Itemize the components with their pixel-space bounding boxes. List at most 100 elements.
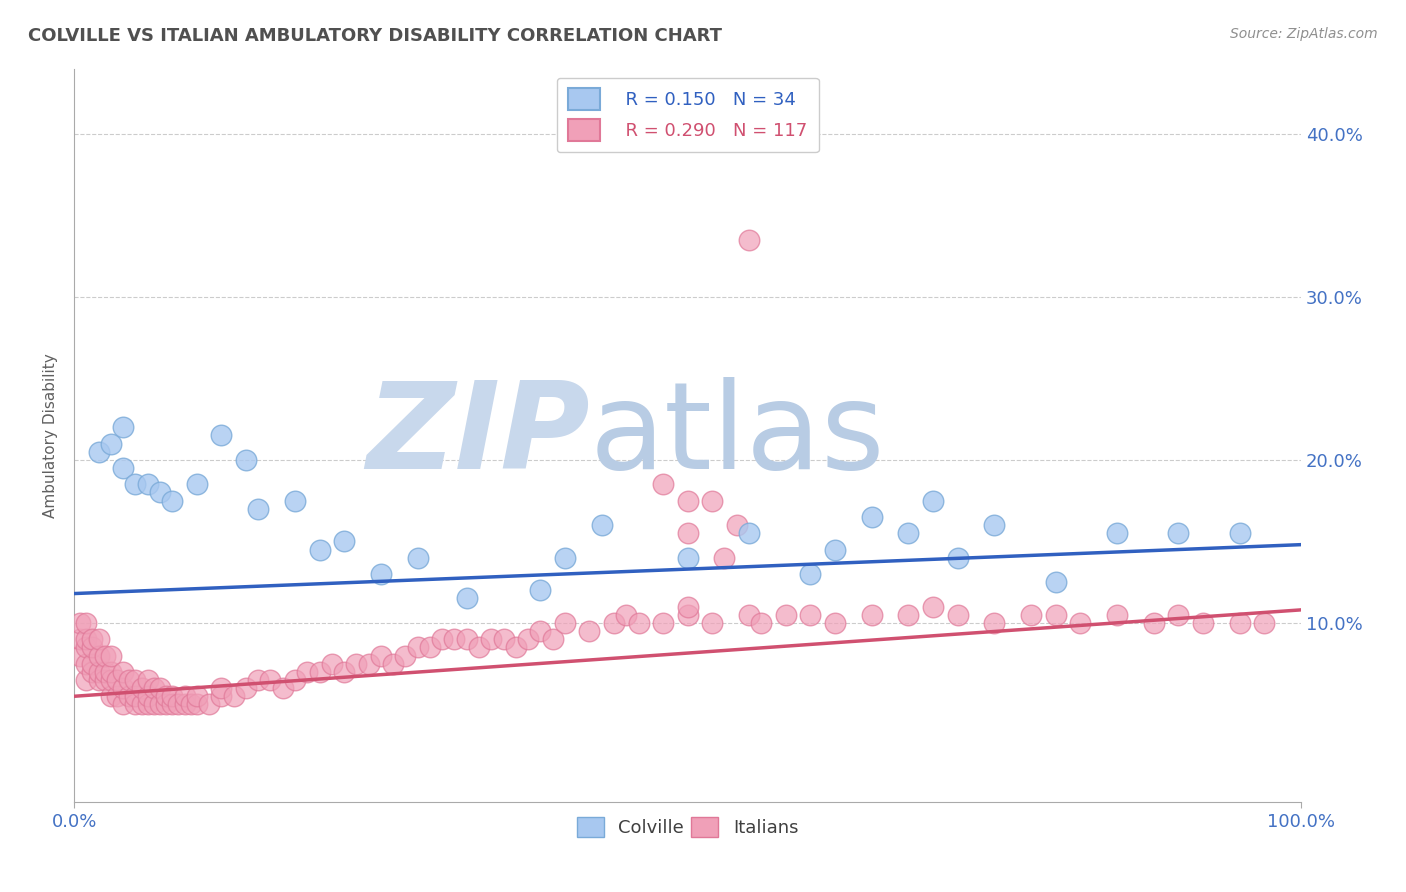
Point [82,632,104,647]
Point [370,566,392,581]
Point [112,698,135,712]
Point [1045,607,1067,622]
Point [443,632,465,647]
Point [394,648,416,663]
Point [799,566,821,581]
Point [492,632,515,647]
Point [235,453,257,467]
Point [167,698,190,712]
Point [75,673,97,687]
Legend: Colville, Italians: Colville, Italians [569,810,806,845]
Point [209,681,232,695]
Point [284,673,307,687]
Point [713,550,735,565]
Point [725,518,748,533]
Point [75,657,97,671]
Point [186,477,208,491]
Point [87,632,110,647]
Point [69,615,91,630]
Point [1045,575,1067,590]
Point [529,583,551,598]
Point [173,690,195,704]
Point [82,665,104,679]
Point [468,640,491,655]
Point [676,550,699,565]
Point [1253,615,1275,630]
Point [676,526,699,541]
Point [946,550,969,565]
Point [222,690,245,704]
Point [75,615,97,630]
Point [186,698,208,712]
Point [775,607,797,622]
Point [321,657,343,671]
Point [479,632,502,647]
Point [1069,615,1091,630]
Point [529,624,551,638]
Point [87,673,110,687]
Point [180,698,202,712]
Point [69,648,91,663]
Point [922,599,945,614]
Point [517,632,540,647]
Point [142,681,165,695]
Point [738,526,761,541]
Point [406,550,429,565]
Point [112,420,135,434]
Point [136,690,159,704]
Point [155,690,177,704]
Point [1143,615,1166,630]
Point [344,657,367,671]
Point [124,477,146,491]
Point [799,607,821,622]
Point [456,591,478,606]
Text: ZIP: ZIP [366,377,589,494]
Point [702,615,724,630]
Point [142,698,165,712]
Point [406,640,429,655]
Point [100,673,122,687]
Point [75,632,97,647]
Point [173,698,195,712]
Point [1192,615,1215,630]
Point [162,493,184,508]
Text: COLVILLE VS ITALIAN AMBULATORY DISABILITY CORRELATION CHART: COLVILLE VS ITALIAN AMBULATORY DISABILIT… [28,27,723,45]
Point [676,493,699,508]
Point [284,493,307,508]
Point [1019,607,1042,622]
Point [860,607,883,622]
Point [136,698,159,712]
Point [105,673,128,687]
Point [87,665,110,679]
Y-axis label: Ambulatory Disability: Ambulatory Disability [44,353,58,517]
Point [136,477,159,491]
Point [100,665,122,679]
Point [860,510,883,524]
Point [824,542,846,557]
Point [603,615,626,630]
Point [155,698,177,712]
Point [1107,526,1129,541]
Point [149,681,172,695]
Point [676,607,699,622]
Point [554,550,576,565]
Point [627,615,650,630]
Point [124,690,146,704]
Point [702,493,724,508]
Point [82,640,104,655]
Point [112,681,135,695]
Point [94,665,117,679]
Point [614,607,637,622]
Point [94,673,117,687]
Point [100,436,122,450]
Point [749,615,772,630]
Point [897,607,920,622]
Point [118,673,141,687]
Point [124,698,146,712]
Point [591,518,613,533]
Point [112,665,135,679]
Point [456,632,478,647]
Point [112,461,135,475]
Point [983,518,1005,533]
Point [198,698,221,712]
